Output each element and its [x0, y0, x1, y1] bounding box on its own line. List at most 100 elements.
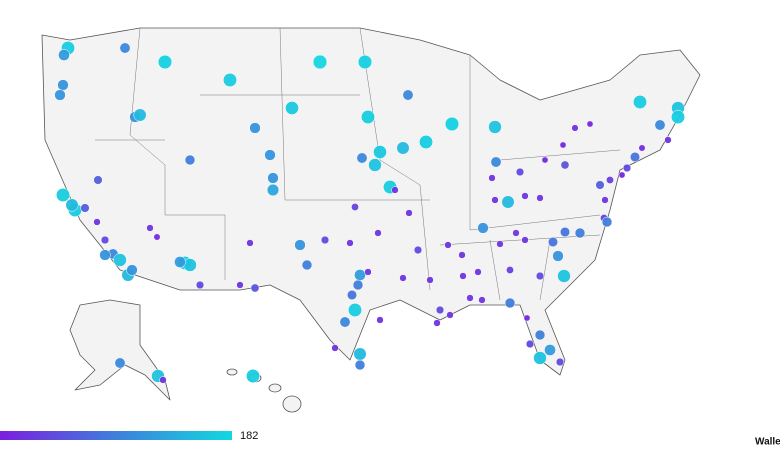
city-marker — [525, 339, 535, 349]
city-marker — [478, 296, 486, 304]
city-marker — [559, 141, 567, 149]
city-marker — [490, 156, 502, 168]
city-marker — [444, 241, 452, 249]
city-marker — [99, 249, 111, 261]
city-marker — [126, 264, 138, 276]
city-marker — [474, 268, 482, 276]
city-marker — [285, 101, 299, 115]
city-marker — [356, 152, 368, 164]
city-marker — [368, 158, 382, 172]
city-marker — [466, 294, 474, 302]
city-marker — [491, 196, 499, 204]
city-marker — [521, 236, 529, 244]
city-marker — [391, 186, 399, 194]
city-marker — [56, 188, 70, 202]
city-marker — [266, 183, 280, 197]
city-marker — [399, 274, 407, 282]
legend-scale — [0, 431, 232, 440]
city-marker — [93, 218, 101, 226]
city-marker — [223, 73, 237, 87]
city-marker — [346, 289, 358, 301]
city-marker — [574, 227, 586, 239]
city-marker — [552, 250, 564, 262]
city-marker — [119, 42, 131, 54]
city-marker — [560, 160, 570, 170]
city-marker — [354, 359, 366, 371]
city-marker — [433, 319, 441, 327]
city-marker — [405, 209, 413, 217]
city-marker — [629, 151, 641, 163]
city-marker — [547, 236, 559, 248]
city-marker — [488, 120, 502, 134]
city-marker — [236, 281, 244, 289]
city-marker — [586, 120, 594, 128]
city-marker — [174, 256, 186, 268]
city-marker — [544, 344, 556, 356]
city-marker — [435, 305, 445, 315]
city-marker — [488, 174, 496, 182]
city-marker — [249, 122, 261, 134]
city-marker — [246, 369, 260, 383]
city-marker — [54, 89, 66, 101]
city-marker — [354, 269, 366, 281]
city-marker — [595, 180, 605, 190]
city-marker — [413, 245, 423, 255]
city-marker — [364, 268, 372, 276]
city-marker — [501, 195, 515, 209]
city-marker — [348, 303, 362, 317]
city-marker — [320, 235, 330, 245]
city-marker — [601, 216, 613, 228]
markers — [54, 41, 685, 384]
city-marker — [339, 316, 351, 328]
city-marker — [353, 347, 367, 361]
city-marker — [396, 141, 410, 155]
city-marker — [523, 314, 531, 322]
city-marker — [373, 145, 387, 159]
city-marker — [301, 259, 313, 271]
brand: Walle — [755, 437, 780, 448]
city-marker — [521, 192, 529, 200]
city-marker — [618, 171, 626, 179]
city-marker — [419, 135, 433, 149]
city-marker — [535, 271, 545, 281]
city-marker — [541, 156, 549, 164]
city-marker — [504, 297, 516, 309]
city-marker — [496, 240, 504, 248]
city-marker — [402, 89, 414, 101]
city-marker — [351, 203, 359, 211]
city-marker — [533, 351, 547, 365]
city-marker — [536, 194, 544, 202]
city-marker — [357, 54, 373, 70]
city-marker — [638, 144, 646, 152]
city-marker — [264, 149, 276, 161]
city-marker — [133, 108, 147, 122]
city-marker — [267, 172, 279, 184]
city-marker — [555, 357, 565, 367]
city-marker — [184, 154, 196, 166]
city-marker — [250, 283, 260, 293]
city-marker — [361, 110, 375, 124]
city-marker — [515, 167, 525, 177]
city-marker — [246, 239, 254, 247]
city-marker — [559, 226, 571, 238]
city-marker — [113, 253, 127, 267]
city-marker — [331, 344, 339, 352]
city-marker — [346, 239, 354, 247]
legend-max: 182 — [240, 430, 258, 442]
city-marker — [100, 235, 110, 245]
city-marker — [446, 311, 454, 319]
city-marker — [114, 357, 126, 369]
city-marker — [622, 163, 632, 173]
city-marker — [534, 329, 546, 341]
city-marker — [459, 272, 467, 280]
city-marker — [633, 95, 647, 109]
city-marker — [458, 251, 466, 259]
city-marker — [606, 176, 614, 184]
city-marker — [512, 229, 520, 237]
city-marker — [444, 116, 460, 132]
city-marker — [601, 196, 609, 204]
city-marker — [65, 198, 79, 212]
city-marker — [80, 203, 90, 213]
city-marker — [654, 119, 666, 131]
